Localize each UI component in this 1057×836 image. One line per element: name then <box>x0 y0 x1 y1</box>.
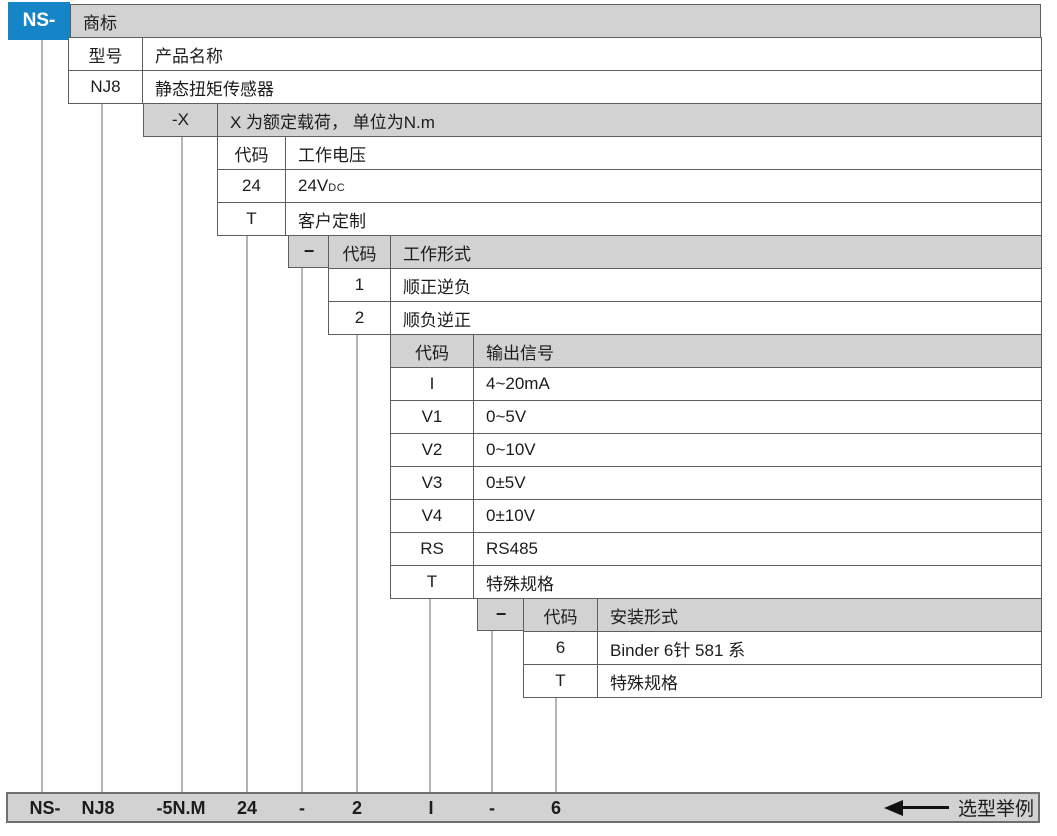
table-row: 代码 输出信号 <box>391 335 1042 368</box>
model-header-key: 型号 <box>69 38 143 71</box>
connector-line-brand <box>41 40 43 793</box>
load-table: -X X 为额定载荷， 单位为N.m <box>143 103 1042 137</box>
table-row: V1 0~5V <box>391 401 1042 434</box>
mount-row-key: 6 <box>524 632 598 665</box>
table-row: 型号 产品名称 <box>69 38 1042 71</box>
table-row: V4 0±10V <box>391 500 1042 533</box>
table-row: T 特殊规格 <box>391 566 1042 599</box>
connector-line-mode-dash <box>301 268 303 793</box>
table-row: 24 24V DC <box>218 170 1042 203</box>
table-row: 代码 工作形式 <box>329 236 1042 269</box>
voltage-row-value: 客户定制 <box>286 203 1042 236</box>
model-table: 型号 产品名称 NJ8 静态扭矩传感器 <box>68 37 1042 104</box>
mount-row-value: 特殊规格 <box>598 665 1042 698</box>
table-row: 2 顺负逆正 <box>329 302 1042 335</box>
voltage-row-value: 24V DC <box>286 170 1042 203</box>
voltage-header-value: 工作电压 <box>286 137 1042 170</box>
mount-dash-cell: − <box>477 598 524 631</box>
connector-line-load <box>181 136 183 793</box>
example-segment: NJ8 <box>81 798 115 818</box>
mount-table: 代码 安装形式 6 Binder 6针 581 系 T 特殊规格 <box>523 598 1042 698</box>
signal-row-key: RS <box>391 533 474 566</box>
table-row: V2 0~10V <box>391 434 1042 467</box>
connector-line-mount <box>555 697 557 793</box>
voltage-row-key: 24 <box>218 170 286 203</box>
table-row: 代码 工作电压 <box>218 137 1042 170</box>
voltage-header-key: 代码 <box>218 137 286 170</box>
mount-row-value: Binder 6针 581 系 <box>598 632 1042 665</box>
connector-line-mount-dash <box>491 631 493 793</box>
signal-row-key: V4 <box>391 500 474 533</box>
load-row-key: -X <box>144 104 218 137</box>
mode-row-key: 2 <box>329 302 391 335</box>
signal-row-value: 0±5V <box>474 467 1042 500</box>
example-segment: 2 <box>351 798 363 818</box>
signal-row-key: V3 <box>391 467 474 500</box>
signal-row-value: 0~5V <box>474 401 1042 434</box>
table-row: T 特殊规格 <box>524 665 1042 698</box>
mode-dash-cell: − <box>288 235 329 268</box>
example-segment: 6 <box>550 798 562 818</box>
connector-line-signal <box>429 598 431 793</box>
connector-line-mode <box>356 334 358 793</box>
table-row: NJ8 静态扭矩传感器 <box>69 71 1042 104</box>
signal-row-value: 特殊规格 <box>474 566 1042 599</box>
mount-header-key: 代码 <box>524 599 598 632</box>
signal-header-key: 代码 <box>391 335 474 368</box>
model-row-key: NJ8 <box>69 71 143 104</box>
mode-header-value: 工作形式 <box>391 236 1042 269</box>
left-arrow-icon <box>884 799 903 816</box>
mode-table: 代码 工作形式 1 顺正逆负 2 顺负逆正 <box>328 235 1042 335</box>
mount-row-key: T <box>524 665 598 698</box>
table-row: T 客户定制 <box>218 203 1042 236</box>
example-segment: 24 <box>236 798 258 818</box>
load-row-value: X 为额定载荷， 单位为N.m <box>218 104 1042 137</box>
table-row: 1 顺正逆负 <box>329 269 1042 302</box>
brand-code-label: NS- <box>22 10 56 31</box>
table-row: V3 0±5V <box>391 467 1042 500</box>
table-row: 代码 安装形式 <box>524 599 1042 632</box>
example-segment: I <box>428 798 434 818</box>
example-segment: - <box>489 798 495 818</box>
example-pointer: 选型举例 <box>884 792 1034 823</box>
signal-row-value: 0~10V <box>474 434 1042 467</box>
model-header-value: 产品名称 <box>143 38 1042 71</box>
signal-table: 代码 输出信号 I 4~20mA V1 0~5V V2 0~10V V3 0±5… <box>390 334 1042 599</box>
example-segment: -5N.M <box>156 798 206 818</box>
table-row: RS RS485 <box>391 533 1042 566</box>
brand-label-text: 商标 <box>83 13 117 33</box>
table-row: 6 Binder 6针 581 系 <box>524 632 1042 665</box>
example-segment: - <box>299 798 305 818</box>
brand-label-cell: 商标 <box>70 4 1041 38</box>
signal-row-key: I <box>391 368 474 401</box>
mount-header-value: 安装形式 <box>598 599 1042 632</box>
mode-row-value: 顺负逆正 <box>391 302 1042 335</box>
signal-row-key: V2 <box>391 434 474 467</box>
connector-line-voltage <box>246 235 248 793</box>
model-row-value: 静态扭矩传感器 <box>143 71 1042 104</box>
mode-header-key: 代码 <box>329 236 391 269</box>
signal-row-value: RS485 <box>474 533 1042 566</box>
signal-row-key: T <box>391 566 474 599</box>
example-segment: NS- <box>29 798 61 818</box>
voltage-table: 代码 工作电压 24 24V DC T 客户定制 <box>217 136 1042 236</box>
voltage-row-key: T <box>218 203 286 236</box>
mode-row-value: 顺正逆负 <box>391 269 1042 302</box>
signal-row-value: 0±10V <box>474 500 1042 533</box>
arrow-line <box>903 806 949 809</box>
example-code-bar <box>6 792 1040 823</box>
signal-header-value: 输出信号 <box>474 335 1042 368</box>
table-row: I 4~20mA <box>391 368 1042 401</box>
connector-line-model <box>101 103 103 793</box>
table-row: -X X 为额定载荷， 单位为N.m <box>144 104 1042 137</box>
mode-row-key: 1 <box>329 269 391 302</box>
voltage-value-subscript: DC <box>328 181 346 194</box>
signal-row-key: V1 <box>391 401 474 434</box>
voltage-value-text: 24V <box>298 176 329 195</box>
brand-code-box: NS- <box>8 2 70 40</box>
signal-row-value: 4~20mA <box>474 368 1042 401</box>
example-label: 选型举例 <box>957 799 1034 820</box>
